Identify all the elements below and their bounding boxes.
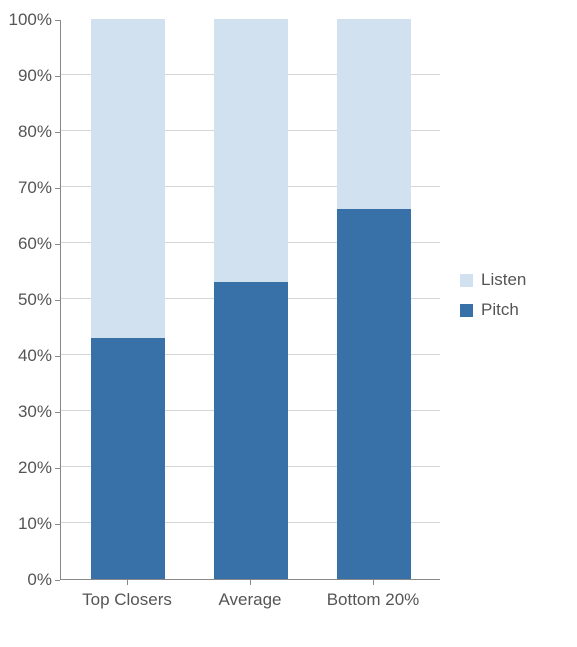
- legend-swatch: [460, 304, 473, 317]
- y-tick-label: 30%: [2, 402, 52, 422]
- x-tick-label: Bottom 20%: [313, 590, 433, 610]
- x-tick-mark: [250, 580, 251, 585]
- y-tick-mark: [55, 76, 60, 77]
- legend-label: Listen: [481, 270, 526, 290]
- bar-segment-listen: [91, 19, 165, 338]
- y-tick-mark: [55, 580, 60, 581]
- bar-group: [91, 19, 165, 579]
- y-tick-label: 10%: [2, 514, 52, 534]
- y-tick-mark: [55, 300, 60, 301]
- y-tick-label: 60%: [2, 234, 52, 254]
- legend: Listen Pitch: [460, 270, 526, 330]
- y-tick-label: 90%: [2, 66, 52, 86]
- y-tick-label: 20%: [2, 458, 52, 478]
- bar-group: [337, 19, 411, 579]
- bar-segment-pitch: [91, 338, 165, 579]
- y-tick-label: 70%: [2, 178, 52, 198]
- bar-segment-listen: [214, 19, 288, 282]
- bar-segment-pitch: [337, 209, 411, 579]
- y-tick-mark: [55, 356, 60, 357]
- x-tick-mark: [373, 580, 374, 585]
- y-tick-mark: [55, 244, 60, 245]
- bar-segment-listen: [337, 19, 411, 209]
- y-tick-mark: [55, 524, 60, 525]
- x-tick-label: Top Closers: [67, 590, 187, 610]
- y-tick-mark: [55, 468, 60, 469]
- bar-group: [214, 19, 288, 579]
- y-tick-mark: [55, 132, 60, 133]
- stacked-bar-chart: 0% 10% 20% 30% 40% 50% 60% 70% 80% 90% 100% Top Cl…: [0, 0, 577, 647]
- y-tick-label: 80%: [2, 122, 52, 142]
- y-tick-label: 0%: [2, 570, 52, 590]
- bar-segment-pitch: [214, 282, 288, 579]
- y-tick-label: 100%: [2, 10, 52, 30]
- legend-item: Pitch: [460, 300, 526, 320]
- x-tick-mark: [127, 580, 128, 585]
- x-tick-label: Average: [190, 590, 310, 610]
- legend-item: Listen: [460, 270, 526, 290]
- legend-label: Pitch: [481, 300, 519, 320]
- y-tick-label: 40%: [2, 346, 52, 366]
- plot-area: [60, 20, 440, 580]
- y-tick-mark: [55, 412, 60, 413]
- legend-swatch: [460, 274, 473, 287]
- y-tick-label: 50%: [2, 290, 52, 310]
- y-tick-mark: [55, 188, 60, 189]
- y-tick-mark: [55, 20, 60, 21]
